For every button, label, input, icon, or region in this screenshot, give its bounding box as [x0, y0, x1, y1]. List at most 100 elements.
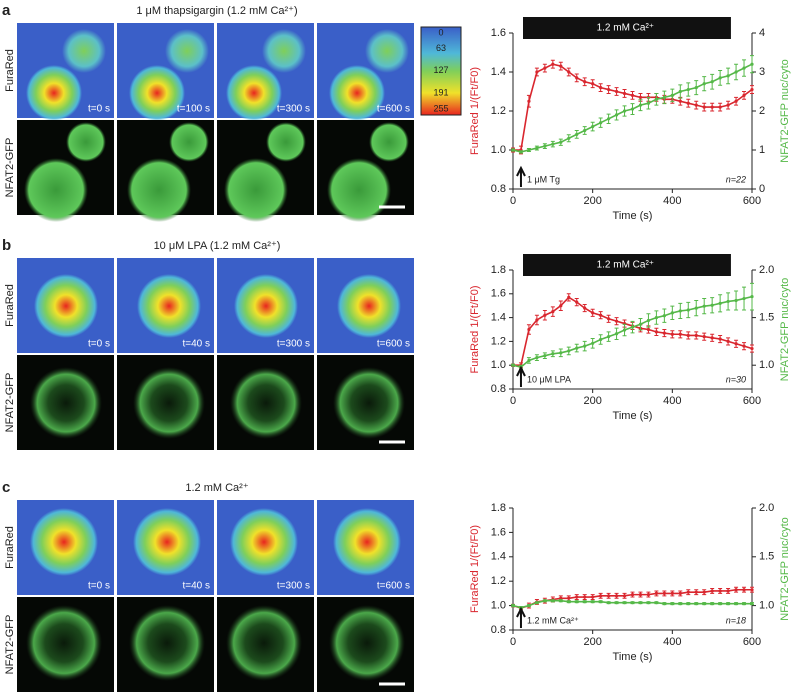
- data-point: [734, 70, 738, 74]
- data-point: [702, 304, 706, 308]
- data-point: [567, 596, 571, 600]
- time-label: t=300 s: [277, 339, 310, 350]
- y-tick-label: 0.8: [491, 624, 506, 636]
- data-point: [718, 602, 722, 606]
- data-point: [718, 337, 722, 341]
- cell: [133, 367, 205, 439]
- chart: 1.2 mM Ca²⁺ 0 200 400 600 0.8 1.0 1.2 1.4 1.6 0 1 2 3…: [469, 17, 791, 222]
- data-point: [662, 591, 666, 596]
- row-label: NFAT2-GFP: [4, 615, 16, 675]
- panel-title: 1 μM thapsigargin (1.2 mM Ca²⁺): [136, 5, 297, 17]
- time-label: t=600 s: [377, 581, 410, 592]
- data-point: [662, 602, 666, 606]
- cell: [262, 29, 306, 73]
- data-point: [511, 363, 515, 367]
- data-point: [535, 318, 539, 322]
- data-point: [599, 313, 603, 317]
- data-point: [551, 599, 555, 603]
- y-tick-label: 1.4: [491, 312, 506, 324]
- data-point: [591, 341, 595, 345]
- data-point: [718, 301, 722, 305]
- y2-tick-label: 3: [759, 66, 765, 78]
- band-label: 1.2 mM Ca²⁺: [597, 23, 655, 34]
- data-point: [702, 602, 706, 606]
- x-tick-label: 0: [510, 636, 516, 648]
- panel-title: 1.2 mM Ca²⁺: [185, 482, 248, 494]
- n-label: n=18: [726, 615, 746, 625]
- data-point: [734, 602, 738, 606]
- data-point: [575, 300, 579, 304]
- chart: 1.2 mM Ca²⁺ 0 200 400 600 0.8 1.0 1.2 1.4 1.6 1.8 1…: [469, 254, 791, 422]
- data-point: [726, 589, 730, 593]
- data-point: [710, 105, 714, 109]
- data-point: [702, 82, 706, 86]
- data-point: [583, 600, 587, 604]
- y2-tick-label: 2.0: [759, 502, 774, 514]
- data-point: [599, 600, 603, 604]
- data-point: [614, 594, 619, 598]
- data-point: [726, 339, 730, 343]
- data-point: [607, 317, 611, 321]
- data-point: [750, 295, 754, 299]
- data-point: [559, 351, 563, 355]
- y-tick-label: 0.8: [491, 383, 506, 395]
- data-point: [742, 93, 746, 97]
- treatment-band: [523, 254, 731, 276]
- data-point: [710, 589, 714, 593]
- row-label: NFAT2-GFP: [4, 373, 16, 433]
- x-tick-label: 400: [663, 195, 681, 207]
- cell: [165, 29, 209, 73]
- data-point: [599, 86, 603, 90]
- x-axis-label: Time (s): [613, 651, 653, 663]
- data-point: [726, 602, 730, 606]
- data-point: [670, 602, 674, 606]
- axes-frame: [512, 270, 753, 390]
- time-label: t=40 s: [182, 581, 210, 592]
- data-point: [599, 594, 603, 598]
- data-point: [654, 601, 659, 605]
- data-point: [607, 594, 611, 598]
- cell: [30, 367, 102, 439]
- data-point: [686, 101, 690, 105]
- x-tick-label: 400: [663, 395, 681, 407]
- cell: [226, 605, 302, 681]
- data-point: [646, 101, 651, 105]
- data-point: [567, 295, 571, 299]
- time-label: t=40 s: [182, 339, 210, 350]
- cell: [24, 158, 88, 222]
- data-point: [638, 601, 643, 605]
- data-point: [662, 95, 666, 99]
- data-point: [607, 601, 611, 605]
- data-point: [551, 62, 555, 66]
- cell: [34, 274, 98, 338]
- x-axis-label: Time (s): [613, 410, 653, 422]
- stimulus-arrow: [516, 165, 526, 187]
- y2-tick-label: 1: [759, 144, 765, 156]
- data-point: [622, 601, 627, 605]
- time-label: t=300 s: [277, 581, 310, 592]
- data-point: [630, 601, 635, 605]
- data-point: [686, 87, 690, 92]
- data-point: [686, 602, 690, 606]
- data-point: [607, 117, 611, 121]
- data-point: [678, 89, 682, 94]
- time-label: t=300 s: [277, 104, 310, 115]
- cell: [337, 274, 401, 338]
- data-point: [614, 319, 619, 323]
- y-tick-label: 1.4: [491, 551, 506, 563]
- y-axis-label: FuraRed 1/(Ft/F0): [469, 525, 481, 613]
- data-point: [567, 70, 571, 74]
- data-point: [742, 588, 746, 592]
- data-point: [591, 595, 595, 599]
- data-point: [678, 332, 682, 336]
- y-axis-label: FuraRed 1/(Ft/F0): [469, 67, 481, 155]
- y2-tick-label: 1.5: [759, 551, 774, 563]
- stimulus-arrow: [516, 606, 526, 628]
- x-tick-label: 600: [743, 195, 761, 207]
- data-point: [622, 594, 627, 598]
- data-point: [622, 109, 627, 113]
- data-point: [559, 304, 563, 308]
- arrow-label: 10 μM LPA: [527, 374, 571, 384]
- y-tick-label: 1.8: [491, 502, 506, 514]
- row-label: FuraRed: [4, 49, 16, 92]
